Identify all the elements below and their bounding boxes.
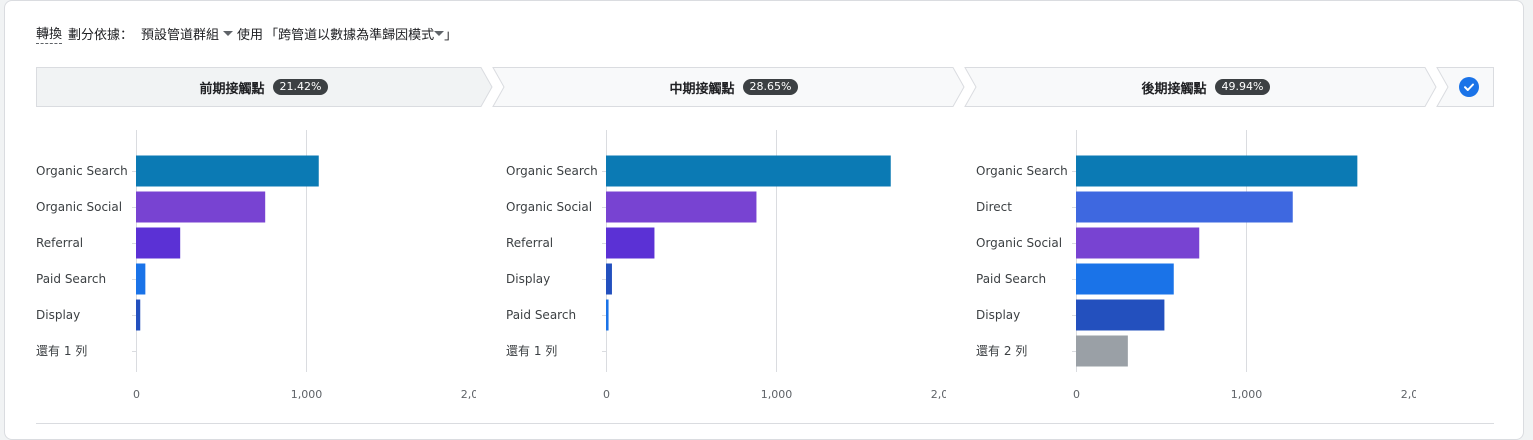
chart-late: 0 1,000 2,000 Organic Search Direct Organic S… <box>976 125 1432 409</box>
divider <box>36 423 1494 424</box>
bar[interactable] <box>606 155 891 187</box>
channel-group-dropdown[interactable]: 預設管道群組 <box>141 24 237 43</box>
category-label: Display <box>976 308 1020 322</box>
category-label: Organic Social <box>506 200 592 214</box>
bar[interactable] <box>1076 227 1200 259</box>
category-label: Display <box>36 308 80 322</box>
step-late: 後期接觸點 49.94% <box>976 67 1436 107</box>
step-mid-label: 中期接觸點 <box>669 81 735 97</box>
toolbar: 轉換 劃分依據： 預設管道群組 使用 「跨管道以數據為準歸因模式 」 <box>36 22 457 44</box>
channel-group-value: 預設管道群組 <box>141 27 220 43</box>
x-tick-label: 1,000 <box>291 388 323 401</box>
bar[interactable] <box>136 155 319 187</box>
bar[interactable] <box>606 299 609 331</box>
step-arrow-mid[interactable] <box>492 67 965 107</box>
attribution-model-value: 「跨管道以數據為準歸因模式 <box>265 27 435 43</box>
category-label: Organic Social <box>976 236 1062 250</box>
x-tick-label: 2,000 <box>461 388 476 401</box>
split-label: 劃分依據： <box>68 27 134 43</box>
metric-selector[interactable]: 轉換 <box>36 23 63 44</box>
step-late-label: 後期接觸點 <box>1141 81 1207 97</box>
bar[interactable] <box>606 263 612 295</box>
bar[interactable] <box>1076 263 1174 295</box>
check-circle-icon <box>1459 77 1479 97</box>
step-arrow-late[interactable] <box>964 67 1437 107</box>
bar-chart: 0 1,000 2,000 Organic Search Organic Social R… <box>506 130 962 401</box>
category-label: 還有 2 列 <box>976 344 1027 358</box>
bar[interactable] <box>606 227 655 259</box>
bar[interactable] <box>1076 155 1358 187</box>
category-label: Referral <box>36 236 83 250</box>
step-early-percent-badge: 21.42% <box>272 79 329 95</box>
bar[interactable] <box>606 191 757 223</box>
category-label: Paid Search <box>506 308 576 322</box>
category-label: Direct <box>976 200 1012 214</box>
x-tick-label: 0 <box>133 388 140 401</box>
step-arrow-early[interactable] <box>36 67 493 107</box>
attribution-model-dropdown[interactable]: 「跨管道以數據為準歸因模式 」 <box>265 24 457 43</box>
bar[interactable] <box>136 299 141 331</box>
step-late-percent-badge: 49.94% <box>1214 79 1271 95</box>
category-label: Organic Search <box>36 164 128 178</box>
bar[interactable] <box>1076 191 1293 223</box>
chart-mid: 0 1,000 2,000 Organic Search Organic Social R… <box>506 125 962 409</box>
x-tick-label: 2,000 <box>931 388 946 401</box>
bar-chart: 0 1,000 2,000 Organic Search Organic Social R… <box>36 130 492 401</box>
bar-chart: 0 1,000 2,000 Organic Search Direct Organic S… <box>976 130 1432 401</box>
step-early-label: 前期接觸點 <box>199 81 265 97</box>
chevron-down-icon <box>434 30 445 36</box>
category-label: Display <box>506 272 550 286</box>
x-tick-label: 0 <box>603 388 610 401</box>
category-label: Organic Search <box>976 164 1068 178</box>
step-early: 前期接觸點 21.42% <box>36 67 492 107</box>
category-label: Paid Search <box>36 272 106 286</box>
x-tick-label: 1,000 <box>761 388 793 401</box>
bar[interactable] <box>136 191 266 223</box>
category-label[interactable]: 還有 1 列 <box>36 344 87 358</box>
bar[interactable] <box>1076 299 1165 331</box>
chevron-down-icon <box>223 30 234 36</box>
use-label: 使用 <box>237 27 264 43</box>
category-label: Paid Search <box>976 272 1046 286</box>
attribution-model-close: 」 <box>444 27 458 43</box>
x-tick-label: 2,000 <box>1401 388 1416 401</box>
x-tick-label: 0 <box>1073 388 1080 401</box>
step-mid: 中期接觸點 28.65% <box>504 67 964 107</box>
chart-early: 0 1,000 2,000 Organic Search Organic Social R… <box>36 125 492 409</box>
category-label: Organic Social <box>36 200 122 214</box>
step-mid-percent-badge: 28.65% <box>742 79 799 95</box>
bar[interactable] <box>1076 335 1128 367</box>
category-label: Referral <box>506 236 553 250</box>
x-tick-label: 1,000 <box>1231 388 1263 401</box>
bar[interactable] <box>136 227 181 259</box>
category-label[interactable]: 還有 1 列 <box>506 344 557 358</box>
category-label: Organic Search <box>506 164 598 178</box>
touchpoint-steps: 前期接觸點 21.42% 中期接觸點 28.65% 後期接觸點 49.94% <box>36 67 1494 107</box>
bar[interactable] <box>136 263 146 295</box>
